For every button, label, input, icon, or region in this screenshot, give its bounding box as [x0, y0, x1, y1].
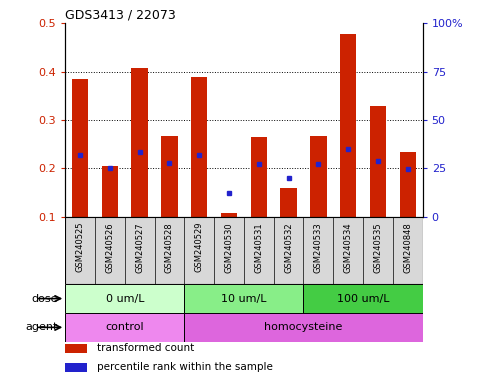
Text: dose: dose — [31, 293, 58, 304]
Text: GSM240527: GSM240527 — [135, 222, 144, 273]
Text: GSM240848: GSM240848 — [403, 222, 412, 273]
Bar — [65, 313, 185, 342]
Bar — [370, 106, 386, 217]
Bar — [72, 79, 88, 217]
Bar — [221, 213, 237, 217]
Text: transformed count: transformed count — [98, 343, 195, 353]
Text: percentile rank within the sample: percentile rank within the sample — [98, 362, 273, 372]
Bar — [281, 188, 297, 217]
Bar — [340, 34, 356, 217]
Text: homocysteine: homocysteine — [264, 322, 342, 333]
Bar — [303, 284, 423, 313]
Bar — [185, 313, 423, 342]
Text: agent: agent — [26, 322, 58, 333]
Text: GSM240535: GSM240535 — [373, 222, 383, 273]
Bar — [161, 136, 178, 217]
Text: GSM240529: GSM240529 — [195, 222, 204, 273]
Text: 10 um/L: 10 um/L — [221, 293, 267, 304]
Bar — [65, 284, 185, 313]
Bar — [131, 68, 148, 217]
Text: GDS3413 / 22073: GDS3413 / 22073 — [65, 9, 176, 22]
Text: GSM240528: GSM240528 — [165, 222, 174, 273]
Text: GSM240530: GSM240530 — [225, 222, 233, 273]
Bar — [65, 363, 86, 372]
Bar — [191, 77, 207, 217]
Bar — [102, 166, 118, 217]
Text: GSM240531: GSM240531 — [255, 222, 263, 273]
Text: 100 um/L: 100 um/L — [337, 293, 389, 304]
Text: 0 um/L: 0 um/L — [105, 293, 144, 304]
Text: GSM240532: GSM240532 — [284, 222, 293, 273]
Bar — [185, 284, 303, 313]
Bar — [310, 136, 327, 217]
Text: GSM240526: GSM240526 — [105, 222, 114, 273]
Bar — [399, 152, 416, 217]
Bar — [65, 344, 86, 353]
Bar — [251, 137, 267, 217]
Text: control: control — [105, 322, 144, 333]
Text: GSM240533: GSM240533 — [314, 222, 323, 273]
Text: GSM240534: GSM240534 — [344, 222, 353, 273]
Text: GSM240525: GSM240525 — [76, 222, 85, 273]
